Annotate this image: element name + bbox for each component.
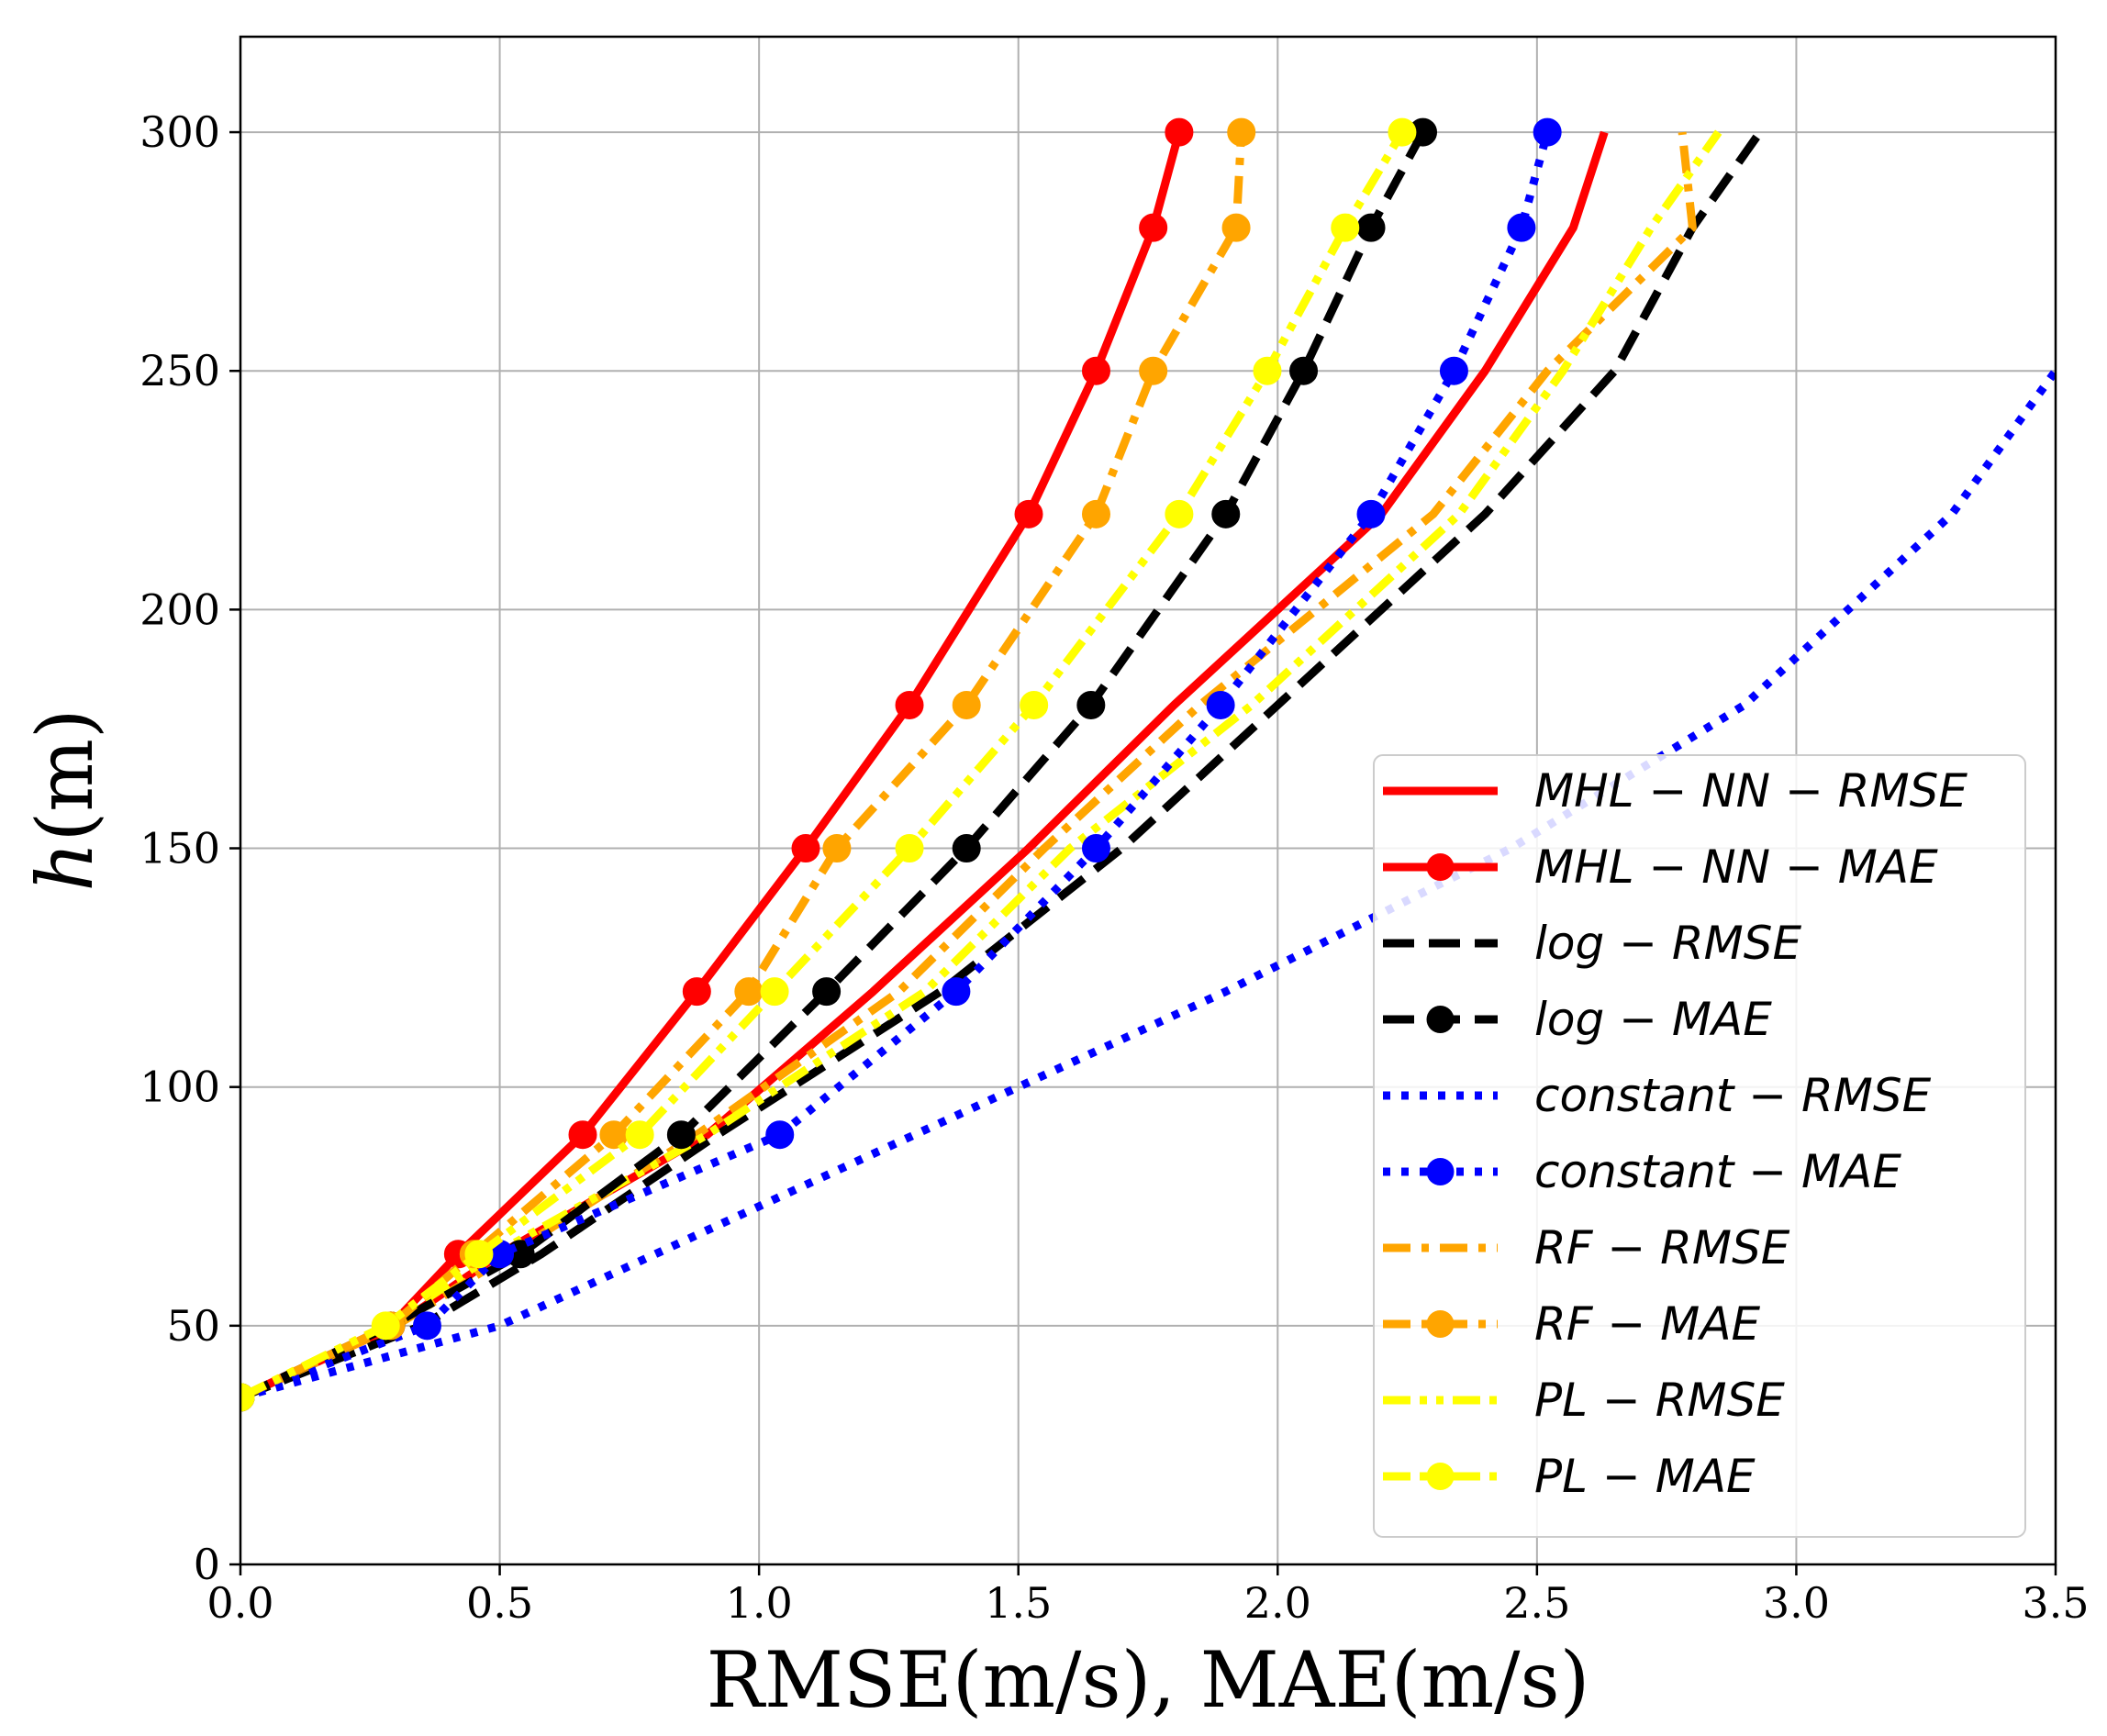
data-point-pl-mae	[240, 1383, 255, 1412]
legend-label-mhl-nn-rmse: MHL − NN − RMSE	[1534, 764, 1968, 818]
data-point-mhl-nn-mae	[1139, 213, 1168, 242]
data-point-rf-mae	[1227, 117, 1256, 147]
x-tick-label: 2.5	[1503, 1578, 1570, 1628]
data-point-log-mae	[952, 834, 981, 863]
data-point-constant-mae	[1206, 690, 1235, 719]
data-point-log-mae	[1211, 499, 1241, 529]
data-point-mhl-nn-mae	[682, 977, 711, 1007]
y-axis-title: h(m)	[20, 708, 110, 891]
x-axis-title: RMSE(m/s), MAE(m/s)	[707, 1635, 1590, 1725]
y-tick-label: 100	[139, 1063, 220, 1112]
x-tick-label: 3.5	[2022, 1578, 2089, 1628]
series-layer	[240, 117, 2056, 1412]
data-point-pl-mae	[895, 834, 924, 863]
data-point-log-mae	[1289, 356, 1319, 385]
data-point-log-mae	[1076, 690, 1106, 719]
data-point-pl-mae	[1331, 213, 1360, 242]
legend-label-constant-rmse: constant − RMSE	[1534, 1069, 1932, 1122]
data-point-constant-mae	[1081, 834, 1110, 863]
plot-frame	[239, 35, 2057, 1566]
data-point-pl-mae	[371, 1311, 400, 1341]
data-point-constant-mae	[412, 1311, 441, 1341]
y-tick-label: 50	[166, 1301, 220, 1351]
ticks: 0.0 0.5 1.0 1.5 2.0 2.5 3.0 3.5 0 50 100 150 200 250 3…	[139, 107, 2089, 1628]
data-point-mhl-nn-mae	[568, 1120, 597, 1150]
x-tick-label: 3.0	[1763, 1578, 1830, 1628]
data-point-pl-mae	[1020, 690, 1049, 719]
data-point-log-mae	[812, 977, 842, 1007]
data-point-mhl-nn-mae	[1081, 356, 1110, 385]
legend-box	[1373, 754, 2026, 1538]
data-point-constant-mae	[1533, 117, 1562, 147]
data-point-pl-mae	[625, 1120, 654, 1150]
x-tick-label: 0.5	[466, 1578, 533, 1628]
legend: MHL − NN − RMSE MHL − NN − MAE log − RMSE l…	[1373, 754, 2026, 1538]
legend-label-log-rmse: log − RMSE	[1534, 917, 1802, 970]
data-point-mhl-nn-mae	[791, 834, 820, 863]
data-point-rf-mae	[734, 977, 764, 1007]
x-tick-label: 2.0	[1244, 1578, 1311, 1628]
y-axis-title-italic: h	[20, 842, 110, 892]
legend-label-log-mae: log − MAE	[1534, 993, 1772, 1046]
legend-label-rf-rmse: RF − RMSE	[1534, 1221, 1790, 1274]
data-point-mhl-nn-mae	[1014, 499, 1043, 529]
data-point-pl-mae	[1253, 356, 1282, 385]
data-point-rf-mae	[1081, 499, 1110, 529]
series-line-pl-rmse	[240, 129, 1722, 1401]
legend-marker-mhl-nn-mae	[1426, 853, 1455, 881]
data-point-constant-mae	[1356, 499, 1386, 529]
data-point-rf-mae	[822, 834, 852, 863]
data-point-pl-mae	[760, 977, 789, 1007]
x-tick-label: 0.0	[206, 1578, 273, 1628]
data-point-rf-mae	[1139, 356, 1168, 385]
data-point-log-mae	[1356, 213, 1386, 242]
legend-label-pl-rmse: PL − RMSE	[1534, 1374, 1785, 1427]
x-tick-label: 1.0	[726, 1578, 793, 1628]
y-tick-label: 250	[139, 346, 220, 395]
legend-marker-pl-mae	[1426, 1463, 1455, 1490]
legend-label-pl-mae: PL − MAE	[1534, 1450, 1756, 1503]
y-tick-label: 300	[139, 107, 220, 157]
data-point-mhl-nn-mae	[895, 690, 924, 719]
data-point-constant-mae	[1507, 213, 1536, 242]
x-tick-label: 1.5	[985, 1578, 1052, 1628]
y-axis-title-unit: (m)	[20, 708, 110, 841]
data-point-pl-mae	[1388, 117, 1417, 147]
legend-label-constant-mae: constant − MAE	[1534, 1145, 1901, 1198]
legend-marker-log-mae	[1426, 1006, 1455, 1033]
data-point-constant-mae	[1439, 356, 1468, 385]
series-line-rf-rmse	[240, 131, 1697, 1401]
legend-marker-rf-mae	[1426, 1310, 1455, 1338]
data-point-constant-mae	[942, 977, 971, 1007]
y-tick-label: 150	[139, 824, 220, 874]
y-tick-label: 0	[194, 1540, 220, 1589]
legend-label-mhl-nn-mae: MHL − NN − MAE	[1534, 840, 1938, 894]
legend-label-rf-mae: RF − MAE	[1534, 1297, 1761, 1351]
data-point-pl-mae	[464, 1240, 494, 1269]
series-line-log-rmse	[240, 129, 1764, 1402]
data-point-constant-mae	[765, 1120, 795, 1150]
series-line-mhl-nn-rmse	[240, 130, 1609, 1401]
data-point-pl-mae	[1165, 499, 1194, 529]
series-line-rf-mae	[240, 131, 1246, 1401]
data-point-rf-mae	[1221, 213, 1251, 242]
y-tick-label: 200	[139, 584, 220, 634]
legend-marker-constant-mae	[1426, 1158, 1455, 1185]
data-point-mhl-nn-mae	[1165, 117, 1194, 147]
data-point-rf-mae	[952, 690, 981, 719]
data-point-log-mae	[666, 1120, 696, 1150]
